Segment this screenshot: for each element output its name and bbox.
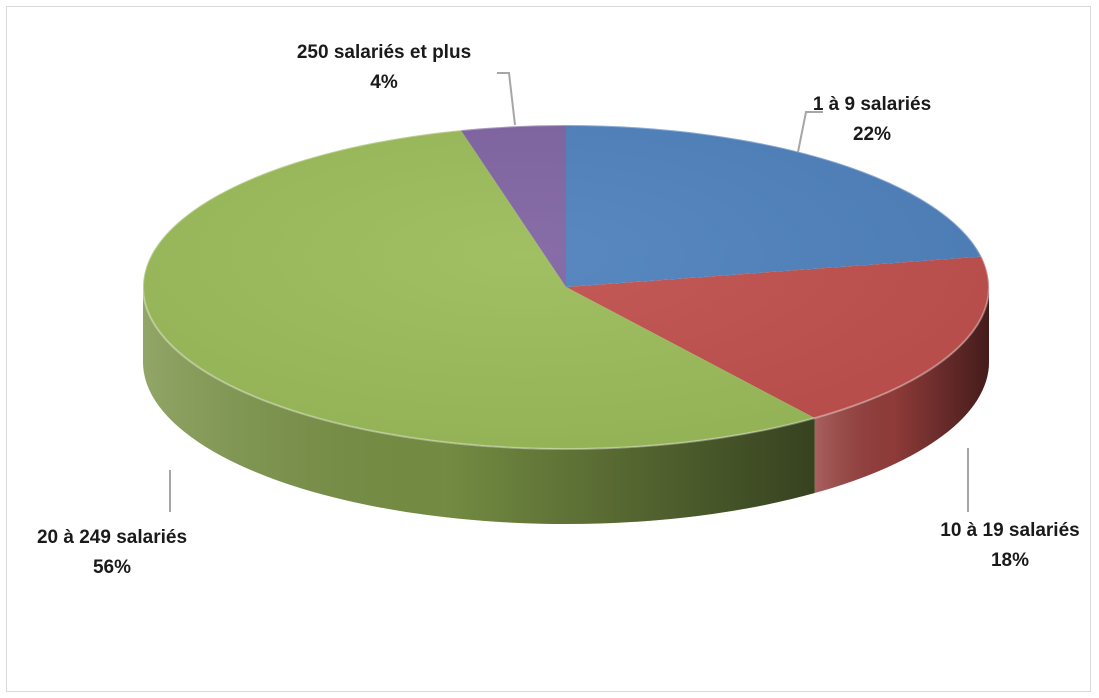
data-label-category-20-a-249-salaries: 20 à 249 salariés (37, 527, 187, 548)
leader-line-250-salaries-et-plus (497, 72, 516, 126)
pie-top-highlight (142, 124, 990, 450)
data-label-category-10-a-19-salaries: 10 à 19 salariés (940, 520, 1079, 541)
data-label-percent-10-a-19-salaries: 18% (991, 550, 1029, 571)
slice-side-shading (143, 287, 815, 524)
data-label-percent-20-a-249-salaries: 56% (93, 557, 131, 578)
data-label-percent-250-salaries-et-plus: 4% (370, 72, 398, 93)
data-label-category-1-a-9-salaries: 1 à 9 salariés (813, 94, 931, 115)
data-label-category-250-salaries-et-plus: 250 salariés et plus (297, 42, 471, 63)
data-label-percent-1-a-9-salaries: 22% (853, 124, 891, 145)
leader-line-1-a-9-salaries (797, 111, 823, 153)
slice-side-shading (814, 287, 989, 494)
